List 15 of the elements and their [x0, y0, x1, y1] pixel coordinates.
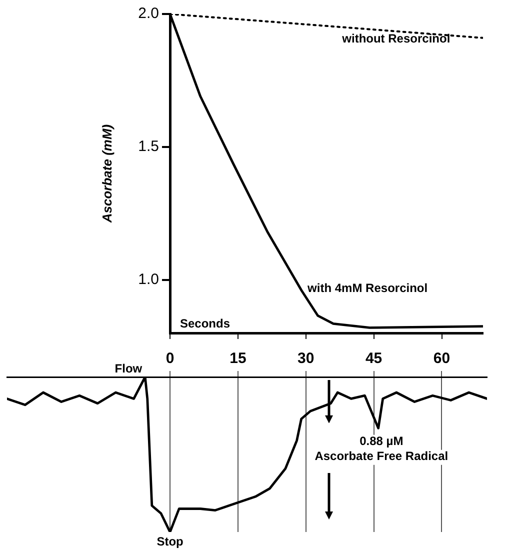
- series-label: without Resorcinol: [341, 31, 450, 46]
- annotation: Flow: [114, 361, 143, 376]
- x-tick-label: 15: [230, 350, 246, 368]
- x-axis-title: Seconds: [180, 316, 230, 330]
- x-tick-label: 0: [166, 350, 174, 368]
- x-tick-label: 45: [365, 350, 382, 368]
- series-label: with 4mM Resorcinol: [306, 280, 428, 295]
- y-tick-label: 1.5: [138, 138, 159, 156]
- y-tick-label: 2.0: [138, 5, 159, 22]
- y-tick-label: 1.0: [138, 270, 159, 288]
- annotation: 0.88 µM Ascorbate Free Radical: [314, 434, 448, 464]
- x-tick-label: 30: [298, 350, 314, 368]
- annotation: Stop: [156, 534, 184, 548]
- x-tick-label: 60: [433, 350, 450, 368]
- y-axis-title: Ascorbate (mM): [100, 124, 115, 224]
